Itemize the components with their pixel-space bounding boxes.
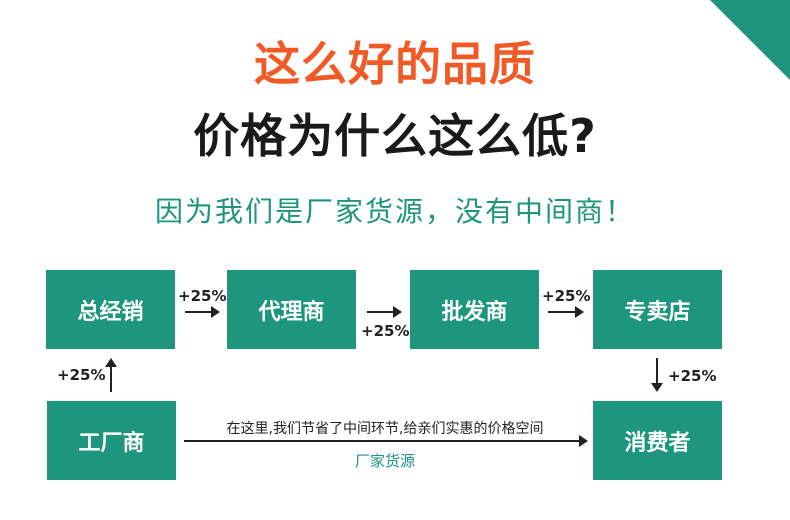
markup-label: +25%: [178, 287, 227, 305]
node-factory: 工厂商: [47, 401, 176, 480]
direct-arrow-icon: [184, 435, 588, 447]
corner-decoration: [710, 0, 790, 80]
markup-label: +25%: [668, 367, 717, 385]
arrow-right-icon: [548, 306, 584, 318]
node-consumer: 消费者: [593, 401, 722, 480]
markup-label: +25%: [361, 322, 410, 340]
markup-label: +25%: [57, 366, 106, 384]
node-general-distributor: 总经销: [46, 270, 175, 349]
savings-note: 在这里,我们节省了中间环节,给亲们实惠的价格空间: [226, 421, 544, 437]
source-label: 厂家货源: [354, 452, 415, 470]
markup-label: +25%: [542, 287, 591, 305]
node-wholesaler: 批发商: [410, 270, 539, 349]
headline: 这么好的品质: [254, 37, 536, 91]
arrow-right-icon: [367, 306, 402, 318]
answer-subtitle: 因为我们是厂家货源，没有中间商！: [154, 195, 635, 228]
question-title: 价格为什么这么低?: [193, 109, 597, 163]
arrow-down-icon: [651, 358, 663, 392]
node-agent: 代理商: [227, 270, 356, 349]
arrow-up-icon: [105, 358, 117, 392]
arrow-right-icon: [185, 306, 220, 318]
node-store: 专卖店: [593, 270, 722, 349]
